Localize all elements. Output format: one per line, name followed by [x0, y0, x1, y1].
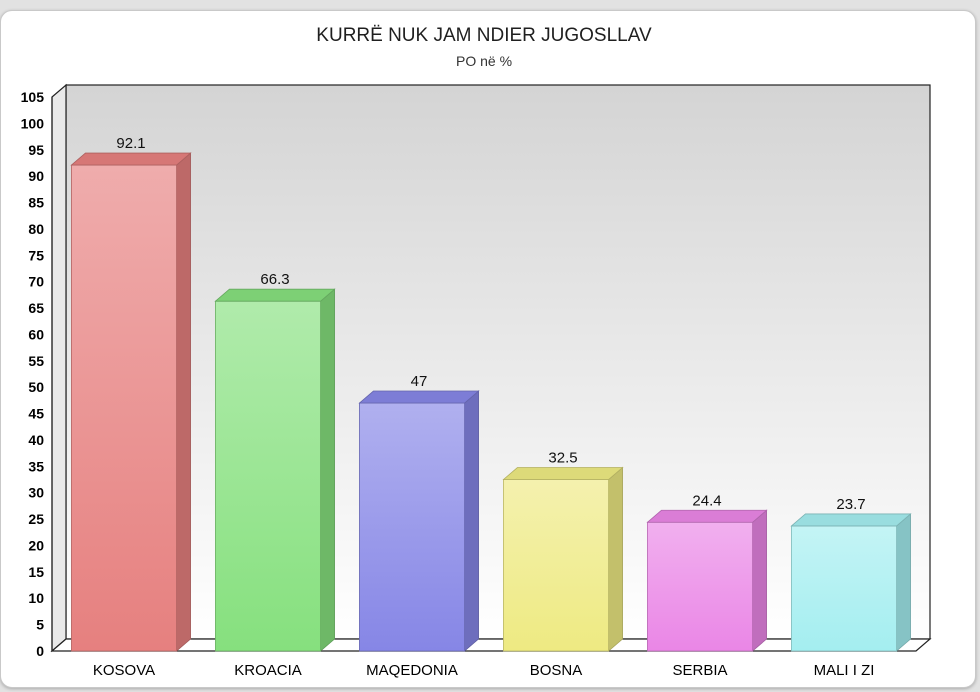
y-tick-label: 80: [28, 221, 44, 237]
x-category-label: KOSOVA: [93, 662, 155, 679]
y-tick-label: 0: [36, 643, 44, 659]
x-category-label: MALI I ZI: [814, 662, 875, 679]
bar-front-face: [647, 521, 753, 652]
x-category-label: BOSNA: [530, 662, 583, 679]
y-tick-label: 45: [28, 406, 44, 422]
bar-serbia: 24.4: [646, 492, 768, 652]
plot-back-wall: [65, 84, 931, 640]
bar-kosova: 92.1: [70, 135, 192, 652]
data-label: 32.5: [548, 450, 577, 467]
y-tick-label: 50: [28, 379, 44, 395]
y-tick-label: 30: [28, 485, 44, 501]
bar-top-face: [646, 509, 768, 523]
plot-side-wall: [51, 83, 67, 653]
data-label: 24.4: [692, 492, 721, 509]
y-tick-label: 15: [28, 564, 44, 580]
data-label: 92.1: [116, 135, 145, 152]
y-tick-label: 90: [28, 168, 44, 184]
y-tick-label: 5: [36, 617, 44, 633]
x-category-label: SERBIA: [672, 662, 727, 679]
y-tick-label: 85: [28, 195, 44, 211]
bar-side-face: [752, 509, 767, 652]
bar-top-face: [790, 513, 912, 527]
y-tick-label: 60: [28, 326, 44, 342]
bar-front-face: [359, 402, 465, 652]
bar-mali-i-zi: 23.7: [790, 496, 912, 652]
y-tick-label: 40: [28, 432, 44, 448]
bar-side-face: [320, 288, 335, 652]
bar-top-face: [358, 390, 480, 404]
chart-subtitle: PO në %: [456, 53, 512, 69]
y-tick-label: 65: [28, 300, 44, 316]
bar-top-face: [70, 152, 192, 166]
y-tick-label: 95: [28, 142, 44, 158]
bar-maqedonia: 47: [358, 373, 480, 652]
bar-front-face: [791, 525, 897, 652]
x-category-label: KROACIA: [234, 662, 302, 679]
y-tick-label: 10: [28, 590, 44, 606]
bar-side-face: [608, 466, 623, 652]
y-tick-label: 55: [28, 353, 44, 369]
x-category-label: MAQEDONIA: [366, 662, 458, 679]
y-tick-label: 35: [28, 458, 44, 474]
bar-front-face: [71, 164, 177, 652]
data-label: 66.3: [260, 271, 289, 288]
bar-front-face: [215, 300, 321, 652]
bar-kroacia: 66.3: [214, 271, 336, 652]
y-tick-label: 25: [28, 511, 44, 527]
y-tick-label: 20: [28, 537, 44, 553]
chart-title: KURRË NUK JAM NDIER JUGOSLLAV: [316, 25, 652, 46]
data-label: 23.7: [836, 496, 865, 513]
bar-top-face: [502, 467, 624, 480]
data-label: 47: [411, 373, 428, 390]
bar-front-face: [503, 479, 609, 652]
y-tick-label: 70: [28, 274, 44, 290]
y-tick-label: 105: [21, 89, 45, 105]
y-tick-label: 75: [28, 247, 44, 263]
bar-side-face: [176, 152, 191, 652]
bar-bosna: 32.5: [502, 450, 624, 652]
bar-top-face: [214, 288, 336, 302]
y-tick-label: 100: [21, 115, 45, 131]
bar-side-face: [464, 390, 479, 652]
bar-side-face: [896, 513, 911, 652]
